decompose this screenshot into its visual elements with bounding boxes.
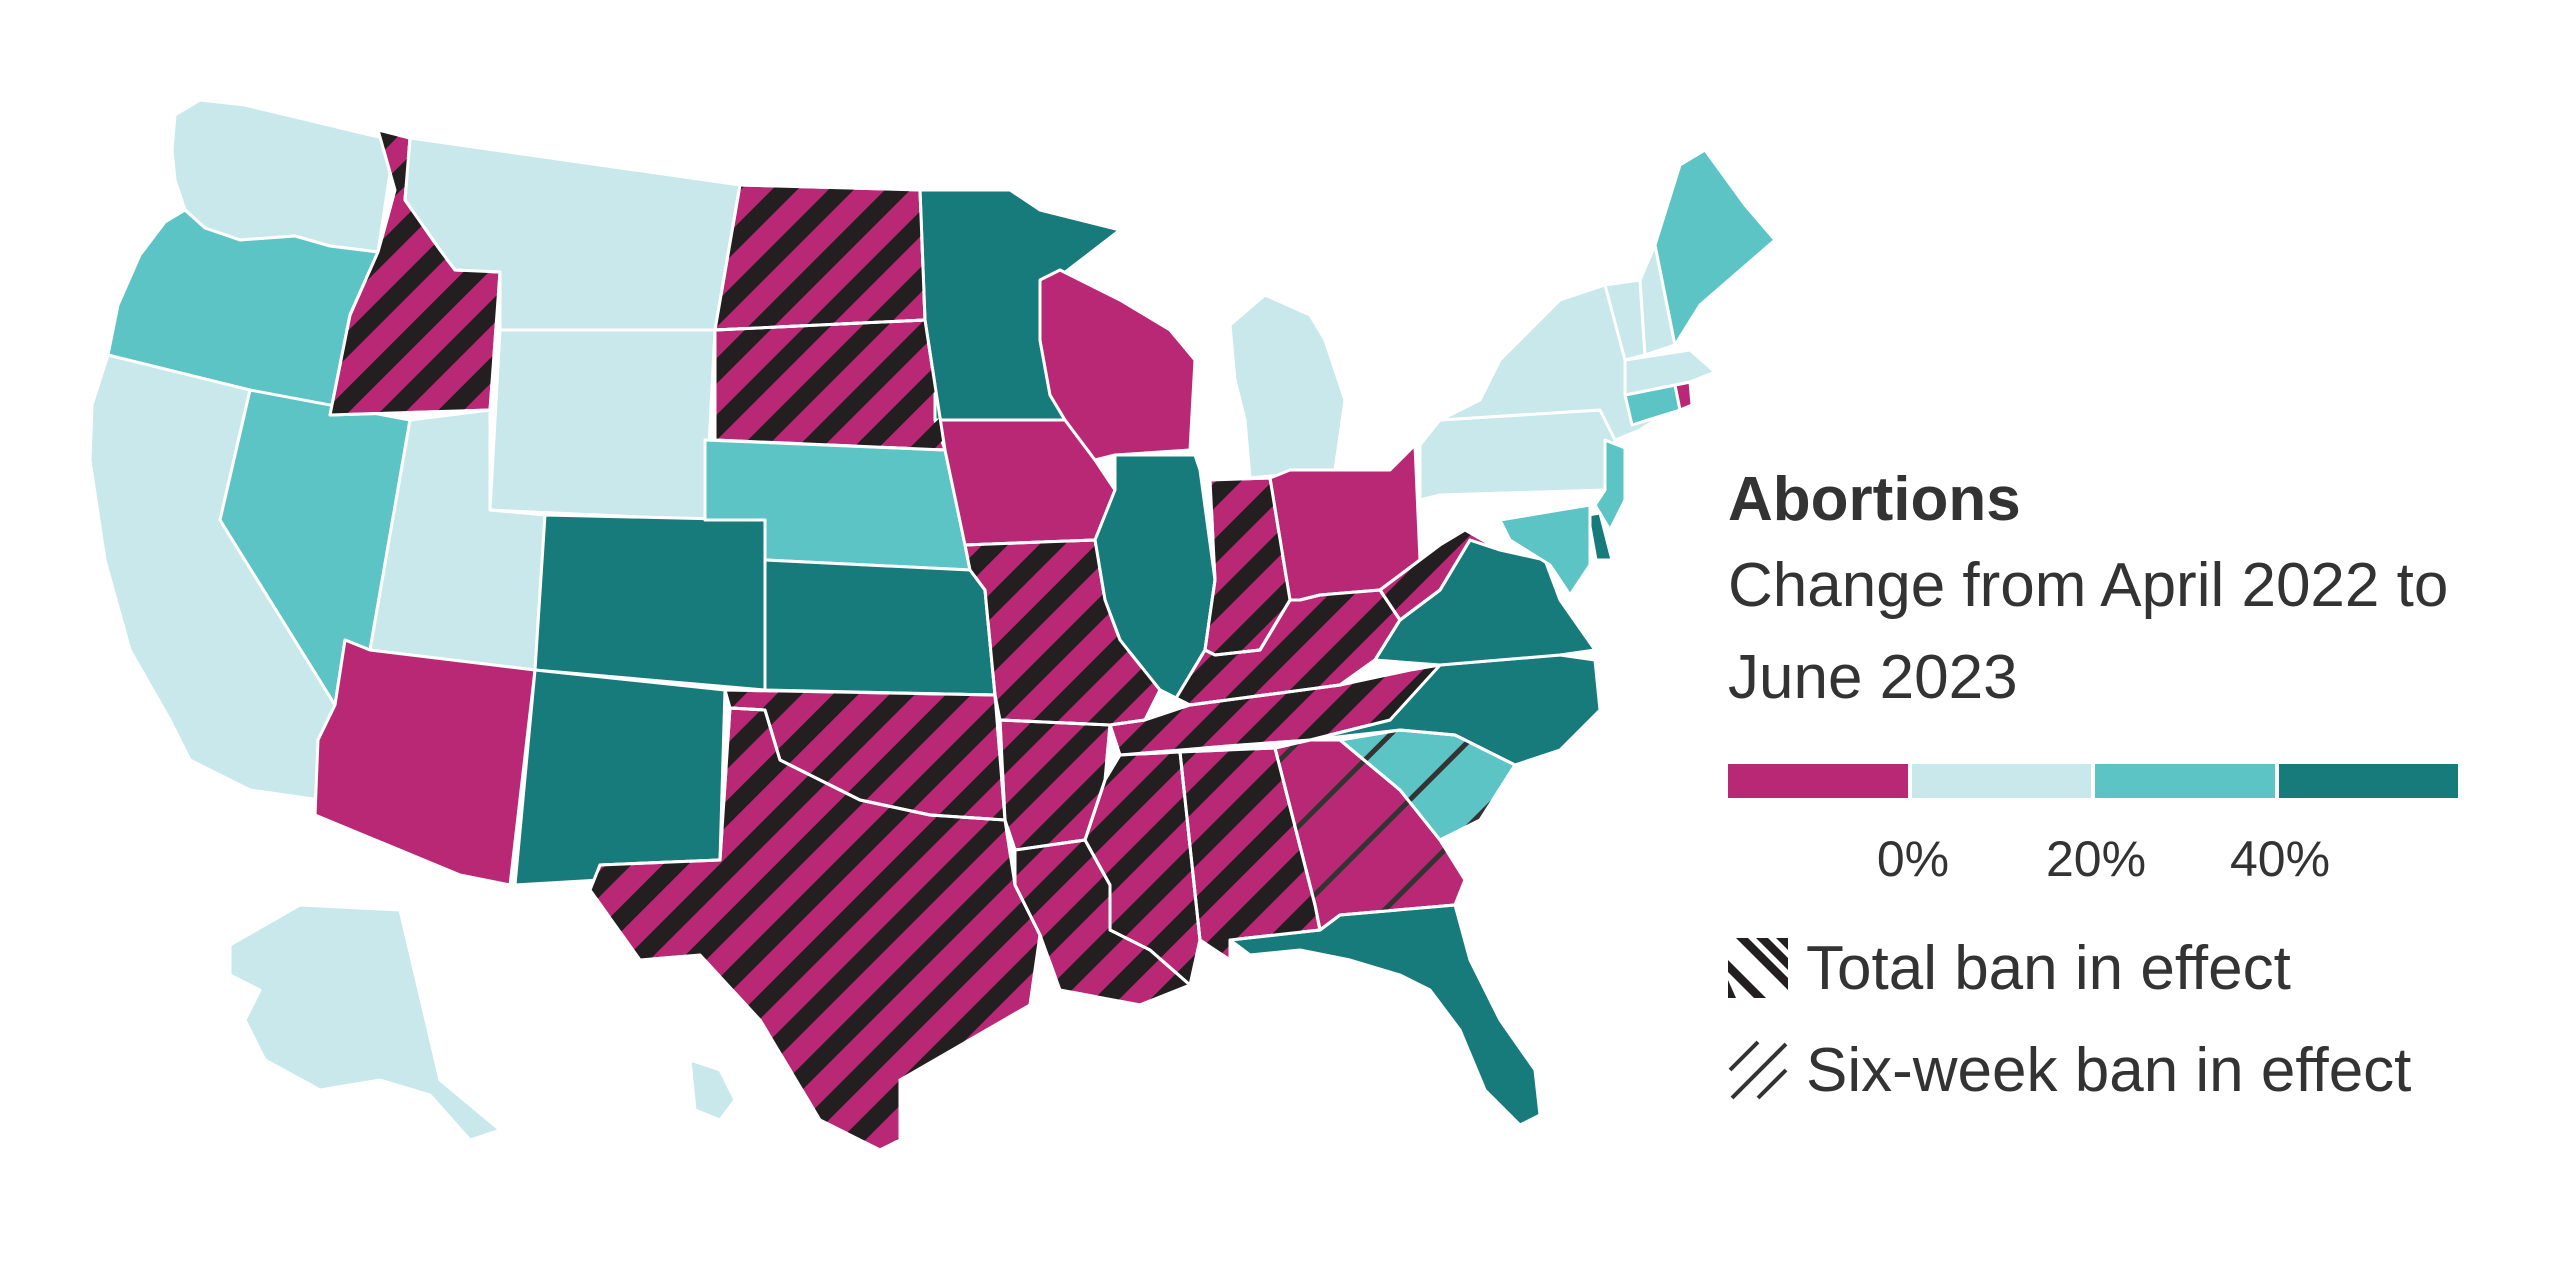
state-ms-outline: [1083, 750, 1202, 987]
state-fl: [1228, 903, 1542, 1127]
state-me: [1653, 148, 1777, 347]
state-tn-outline: [1108, 663, 1442, 757]
state-sc-six-week-ban-hatch: [1340, 730, 1515, 840]
state-sd-total-ban-hatch: [715, 320, 945, 450]
state-id-total-ban-hatch: [330, 130, 500, 415]
state-ky-total-ban-hatch: [1160, 590, 1400, 705]
scale-seg-low: [1907, 764, 2091, 798]
state-mi: [1228, 293, 1347, 480]
state-hi: [688, 1058, 737, 1122]
state-ga-outline: [1273, 738, 1467, 932]
legend-total-ban: Total ban in effect: [1728, 920, 2548, 1016]
state-ga-six-week-ban-hatch: [1275, 740, 1465, 930]
state-md: [1498, 503, 1592, 597]
six-week-ban-label: Six-week ban in effect: [1806, 1035, 2412, 1105]
state-nm: [513, 668, 727, 887]
scale-tick-20: 20%: [2045, 831, 2147, 887]
state-ak: [228, 903, 502, 1142]
color-scale-bar: [1728, 764, 2458, 798]
state-pa: [1418, 408, 1617, 502]
legend-subtitle: Change from April 2022 to June 2023: [1728, 551, 2449, 712]
scale-tick-40: 40%: [2229, 831, 2331, 887]
total-ban-swatch-icon: [1728, 938, 1788, 998]
state-ms-total-ban-hatch: [1085, 752, 1200, 985]
state-in-total-ban-hatch: [1205, 478, 1290, 655]
state-nj: [1593, 438, 1627, 532]
state-co: [533, 513, 767, 692]
scale-seg-decrease: [1728, 764, 1908, 798]
state-mo-total-ban-hatch: [965, 540, 1160, 725]
state-id-outline: [328, 128, 502, 417]
scale-tick-0: 0%: [1876, 831, 1950, 887]
state-ks: [763, 558, 997, 697]
state-ok-total-ban-hatch: [725, 690, 1005, 820]
us-states-map: [88, 98, 1777, 1152]
state-sc-outline: [1338, 728, 1517, 842]
legend-six-week-ban: Six-week ban in effect: [1728, 1022, 2548, 1118]
state-tx-total-ban-hatch: [590, 708, 1040, 1150]
state-tn-total-ban-hatch: [1110, 665, 1440, 755]
scale-seg-mid: [2091, 764, 2275, 798]
state-wy: [488, 328, 717, 522]
color-scale: 0% 20% 40%: [1728, 764, 2468, 914]
state-ma: [1623, 348, 1717, 397]
scale-seg-high: [2274, 764, 2458, 798]
state-de: [1586, 511, 1614, 562]
six-week-ban-swatch-icon: [1728, 1040, 1788, 1100]
state-la-total-ban-hatch: [1015, 840, 1190, 1005]
legend-title: Abortions: [1728, 465, 2021, 534]
state-tx-outline: [588, 706, 1042, 1152]
state-wi: [1038, 268, 1197, 462]
state-wv-total-ban-hatch: [1380, 530, 1500, 620]
total-ban-label: Total ban in effect: [1806, 933, 2291, 1003]
legend: Abortions Change from April 2022 to June…: [1728, 460, 2548, 1118]
state-ar-total-ban-hatch: [1000, 720, 1110, 850]
state-az: [313, 638, 537, 887]
state-nd-total-ban-hatch: [715, 185, 925, 330]
state-al-total-ban-hatch: [1180, 748, 1320, 960]
state-sd-outline: [713, 318, 947, 452]
state-wv-outline: [1378, 528, 1502, 622]
